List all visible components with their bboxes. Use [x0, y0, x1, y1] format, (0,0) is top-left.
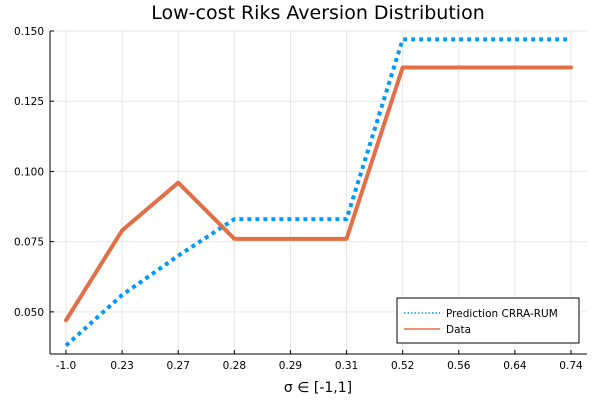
x-tick-labels: -1.0 0.23 0.27 0.28 0.29 0.31 0.52 0.56 0.64 0.74 [56, 360, 583, 372]
x-axis-label: σ ∈ [-1,1] [284, 380, 352, 396]
x-tick-label: 0.56 [447, 360, 471, 372]
legend-label: Prediction CRRA-RUM [446, 308, 558, 320]
x-tick-label: 0.28 [223, 360, 246, 372]
x-tick-label: 0.27 [167, 360, 190, 372]
grid [50, 30, 587, 354]
chart-title: Low-cost Riks Aversion Distribution [151, 2, 485, 24]
x-tick-label: 0.64 [503, 360, 527, 372]
legend-label: Data [446, 324, 471, 336]
y-tick-label: 0.050 [14, 307, 44, 319]
data-series-line [64, 65, 573, 323]
x-tick-label: -1.0 [56, 360, 77, 372]
legend: Prediction CRRA-RUM Data [396, 297, 580, 344]
prediction-series-line [64, 37, 571, 348]
axes [49, 30, 587, 355]
x-tick-label: 0.23 [110, 360, 133, 372]
series-lines [64, 37, 573, 348]
x-tick-label: 0.52 [391, 360, 414, 372]
y-tick-labels: 0.050 0.075 0.100 0.125 0.150 [14, 26, 44, 319]
y-tick-label: 0.075 [14, 237, 44, 249]
x-tick-label: 0.29 [279, 360, 302, 372]
legend-box [396, 297, 580, 344]
y-tick-label: 0.100 [14, 166, 44, 178]
x-tick-label: 0.31 [335, 360, 358, 372]
y-tick-label: 0.150 [14, 26, 44, 38]
y-tick-label: 0.125 [14, 96, 44, 108]
x-tick-label: 0.74 [559, 360, 583, 372]
